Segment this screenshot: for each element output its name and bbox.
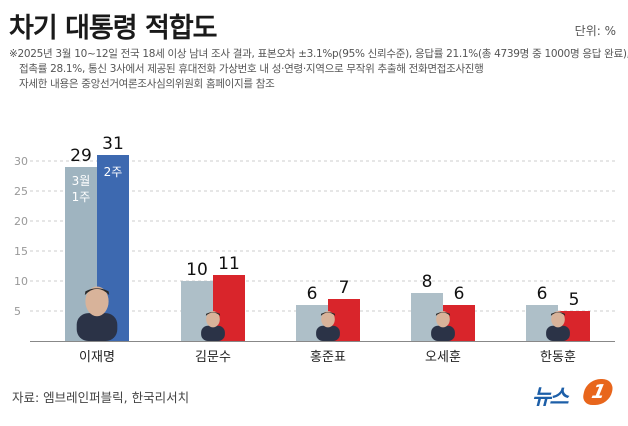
y-tick-label: 15 [14, 245, 28, 258]
photo-face [436, 311, 450, 328]
photo-suit [431, 325, 455, 341]
category-label: 홍준표 [310, 350, 346, 365]
logo-badge-text: 1 [589, 381, 608, 403]
logo-text: 뉴스 [532, 385, 569, 409]
photo-hair [84, 288, 110, 296]
note-line: ※2025년 3월 10~12일 전국 18세 이상 남녀 조사 결과, 표본오… [9, 48, 628, 60]
value-label-week1: 8 [422, 272, 433, 292]
value-label-week1: 29 [70, 146, 92, 166]
news1-logo: 뉴스 1 [532, 378, 616, 409]
photo-hair [435, 312, 451, 316]
candidate-photo [316, 311, 340, 341]
candidate-photo [546, 311, 570, 341]
page-title: 차기 대통령 적합도 [9, 13, 218, 44]
photo-suit [76, 313, 118, 341]
value-label-week1: 10 [186, 260, 208, 280]
photo-face [85, 286, 109, 317]
legend-label-week1: 1주 [72, 190, 91, 204]
candidate-photo [431, 311, 455, 341]
note-line: 자세한 내용은 중앙선거여론조사심의위원회 홈페이지를 참조 [19, 78, 275, 90]
value-label-week2: 7 [339, 278, 350, 298]
value-label-week1: 6 [537, 284, 548, 304]
candidate-photo [201, 311, 225, 341]
y-tick-label: 10 [14, 275, 28, 288]
category-label: 김문수 [195, 350, 231, 365]
logo-badge: 1 [581, 379, 615, 405]
y-tick-label: 5 [14, 305, 21, 318]
value-label-week2: 11 [218, 254, 240, 274]
legend-label-week2: 2주 [104, 165, 123, 179]
photo-face [206, 311, 220, 328]
value-label-week2: 31 [102, 134, 124, 154]
legend-label-week1: 3월 [72, 174, 91, 188]
photo-hair [320, 312, 336, 316]
source-credit: 자료: 엠브레인퍼블릭, 한국리서치 [12, 390, 190, 405]
survey-notes: ※2025년 3월 10~12일 전국 18세 이상 남녀 조사 결과, 표본오… [9, 47, 628, 92]
photo-suit [546, 325, 570, 341]
photo-hair [205, 312, 221, 316]
photo-suit [201, 325, 225, 341]
value-label-week1: 6 [307, 284, 318, 304]
y-tick-label: 25 [14, 185, 28, 198]
unit-label: 단위: % [574, 24, 616, 38]
candidate-photo [76, 286, 118, 341]
photo-face [551, 311, 565, 328]
photo-face [321, 311, 335, 328]
y-tick-label: 30 [14, 155, 28, 168]
value-label-week2: 5 [569, 290, 580, 310]
photo-hair [550, 312, 566, 316]
category-label: 이재명 [79, 350, 115, 365]
y-tick-label: 20 [14, 215, 28, 228]
note-line: 접촉률 28.1%, 통신 3사에서 제공된 휴대전화 가상번호 내 성·연령·… [19, 63, 484, 75]
photo-suit [316, 325, 340, 341]
category-label: 오세훈 [425, 350, 461, 365]
category-label: 한동훈 [540, 350, 576, 365]
value-label-week2: 6 [454, 284, 465, 304]
